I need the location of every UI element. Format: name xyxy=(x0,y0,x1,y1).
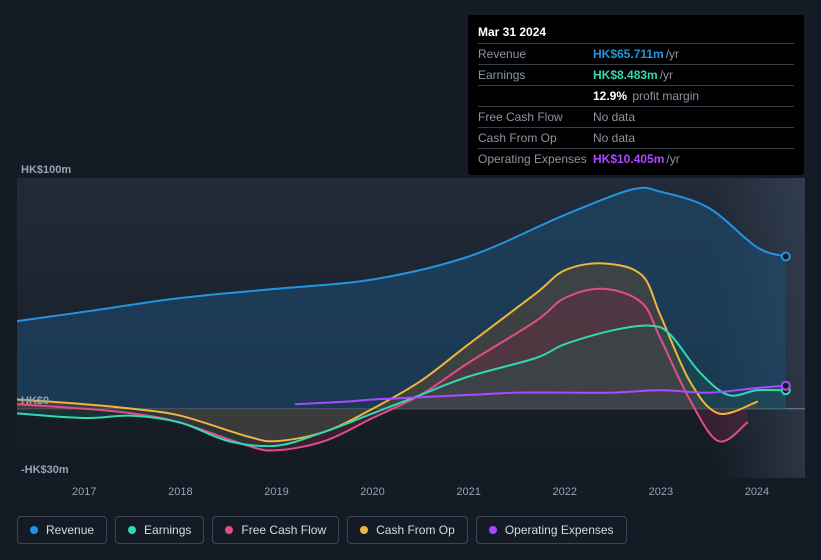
x-axis-label: 2018 xyxy=(168,486,192,498)
legend-label: Earnings xyxy=(144,523,191,537)
legend-dot-icon xyxy=(489,526,497,534)
legend-label: Cash From Op xyxy=(376,523,455,537)
tooltip-row: Cash From OpNo data xyxy=(478,128,794,149)
legend-label: Free Cash Flow xyxy=(241,523,326,537)
financials-chart[interactable]: HK$100m HK$0 -HK$30m xyxy=(17,160,805,480)
y-axis-label: HK$100m xyxy=(21,164,71,176)
y-axis-label: -HK$30m xyxy=(21,464,69,476)
tooltip-row-value: No data xyxy=(593,110,635,124)
tooltip-row-value: 12.9% profit margin xyxy=(593,89,699,103)
series-end-marker xyxy=(782,382,790,390)
legend-label: Revenue xyxy=(46,523,94,537)
tooltip-date: Mar 31 2024 xyxy=(478,21,794,44)
x-axis-label: 2024 xyxy=(745,486,769,498)
x-axis-label: 2021 xyxy=(456,486,480,498)
chart-legend: Revenue Earnings Free Cash Flow Cash From O… xyxy=(17,516,627,544)
tooltip-row: EarningsHK$8.483m/yr xyxy=(478,65,794,86)
tooltip-row-value: No data xyxy=(593,131,635,145)
legend-item[interactable]: Earnings xyxy=(115,516,204,544)
tooltip-row-label: Free Cash Flow xyxy=(478,110,593,124)
tooltip-row-value: HK$8.483m/yr xyxy=(593,68,673,82)
tooltip-row-label: Revenue xyxy=(478,47,593,61)
legend-label: Operating Expenses xyxy=(505,523,614,537)
legend-dot-icon xyxy=(225,526,233,534)
x-axis-label: 2017 xyxy=(72,486,96,498)
tooltip-row-label: Cash From Op xyxy=(478,131,593,145)
x-axis-label: 2022 xyxy=(553,486,577,498)
legend-item[interactable]: Cash From Op xyxy=(347,516,468,544)
legend-dot-icon xyxy=(360,526,368,534)
tooltip-row-label xyxy=(478,89,593,103)
x-axis-labels: 2017 2018 2019 2020 2021 2022 2023 2024 xyxy=(17,486,805,502)
legend-item[interactable]: Operating Expenses xyxy=(476,516,627,544)
data-tooltip: Mar 31 2024 RevenueHK$65.711m/yrEarnings… xyxy=(468,15,804,175)
legend-dot-icon xyxy=(30,526,38,534)
chart-plot xyxy=(17,178,805,478)
y-axis-label: HK$0 xyxy=(21,395,49,407)
x-axis-label: 2020 xyxy=(360,486,384,498)
x-axis-label: 2023 xyxy=(649,486,673,498)
legend-item[interactable]: Free Cash Flow xyxy=(212,516,339,544)
tooltip-row: RevenueHK$65.711m/yr xyxy=(478,44,794,65)
legend-item[interactable]: Revenue xyxy=(17,516,107,544)
tooltip-row: Free Cash FlowNo data xyxy=(478,107,794,128)
tooltip-row-label: Earnings xyxy=(478,68,593,82)
x-axis-label: 2019 xyxy=(264,486,288,498)
tooltip-row-value: HK$65.711m/yr xyxy=(593,47,679,61)
series-end-marker xyxy=(782,252,790,260)
tooltip-rows: RevenueHK$65.711m/yrEarningsHK$8.483m/yr… xyxy=(478,44,794,169)
legend-dot-icon xyxy=(128,526,136,534)
tooltip-row: 12.9% profit margin xyxy=(478,86,794,107)
